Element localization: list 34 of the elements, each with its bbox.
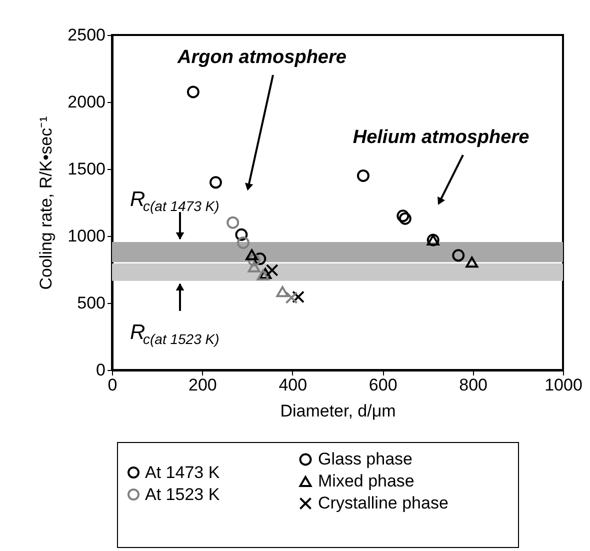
legend-label: Glass phase: [318, 450, 412, 468]
y-tick-label: 2000: [68, 92, 106, 112]
point: [356, 169, 370, 182]
x-tick-label: 800: [459, 376, 488, 394]
point: [248, 261, 260, 272]
point: [266, 264, 278, 276]
x-axis-title: Diameter, d/μm: [280, 402, 396, 420]
point: [254, 252, 266, 266]
text: At 1473 K: [145, 463, 220, 482]
y-tick-label: 2500: [68, 26, 106, 44]
point: [256, 269, 270, 280]
y-axis-title: Cooling rate, R/K•sec⁻¹: [36, 116, 56, 290]
x-tick-label: 0: [108, 376, 118, 394]
x-tick-label: 600: [368, 376, 398, 394]
point: [452, 249, 465, 262]
point: [186, 86, 200, 98]
legend-label: Mixed phase: [318, 472, 414, 490]
point: [209, 176, 222, 189]
point: [396, 210, 410, 222]
y-tick-label: 500: [77, 294, 106, 312]
x-tick-label: 200: [188, 376, 217, 394]
point: [398, 212, 412, 225]
point: [292, 290, 305, 304]
annotation: Argon atmosphere: [176, 47, 347, 68]
point: [276, 286, 289, 298]
point: [235, 228, 248, 241]
legend-label: Crystalline phase: [318, 494, 448, 512]
annotation: Helium atmosphere: [352, 127, 530, 148]
x-tick-label: 1000: [544, 376, 582, 394]
y-tick-label: 1000: [68, 226, 106, 246]
x-tick-label: 400: [278, 376, 308, 394]
text: At 1523 K: [145, 485, 220, 504]
y-tick-label: 1500: [68, 160, 106, 178]
y-tick-label: 0: [96, 360, 106, 380]
